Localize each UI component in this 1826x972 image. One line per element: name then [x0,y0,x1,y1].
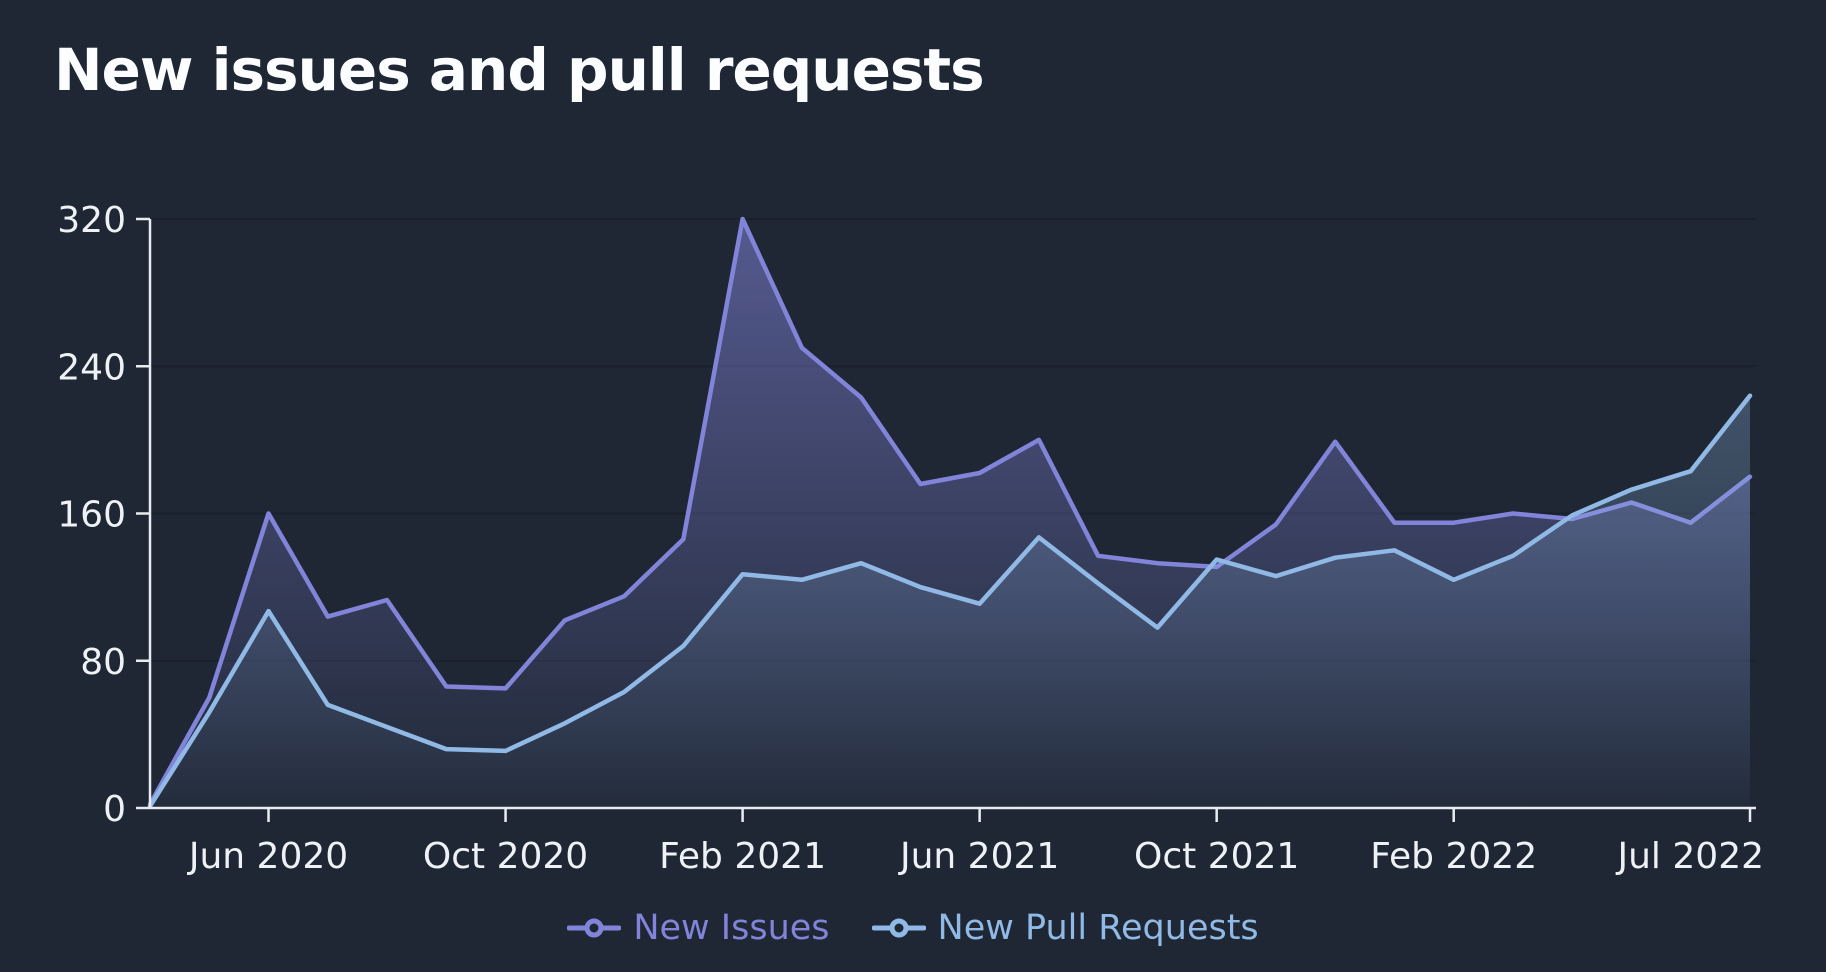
legend-label-new-issues: New Issues [633,908,830,948]
y-tick-label-80: 80 [80,642,126,683]
new-issues-line [147,216,1753,807]
new-issues-legend-marker [567,918,622,938]
page-title: New issues and pull requests [54,36,985,104]
y-tick-label-240: 240 [57,347,126,388]
new-pull-requests-line [147,393,1753,809]
x-tick-label-jun-2021: Jun 2021 [898,836,1059,877]
x-tick-label-feb-2021: Feb 2021 [659,836,826,877]
chart-legend: New Issues New Pull Requests [0,908,1826,948]
y-tick-label-0: 0 [103,789,126,830]
x-tick-label-jul-2022: Jul 2022 [1616,836,1765,877]
legend-item-new-pull-requests[interactable]: New Pull Requests [871,908,1259,948]
legend-item-new-issues[interactable]: New Issues [567,908,830,948]
y-axis: 0 80 160 240 320 [57,200,152,830]
legend-label-new-pull-requests: New Pull Requests [937,908,1259,948]
x-axis: Jun 2020 Oct 2020 Feb 2021 Jun 2021 Oct 2021… [150,806,1765,877]
y-tick-label-320: 320 [57,200,126,241]
y-tick-label-160: 160 [57,495,126,536]
new-pull-requests-area [150,395,1750,808]
x-tick-label-oct-2020: Oct 2020 [423,836,588,877]
x-tick-label-jun-2020: Jun 2020 [187,836,348,877]
x-tick-label-feb-2022: Feb 2022 [1370,836,1537,877]
x-tick-label-oct-2021: Oct 2021 [1134,836,1299,877]
new-pull-requests-legend-marker [871,918,926,938]
